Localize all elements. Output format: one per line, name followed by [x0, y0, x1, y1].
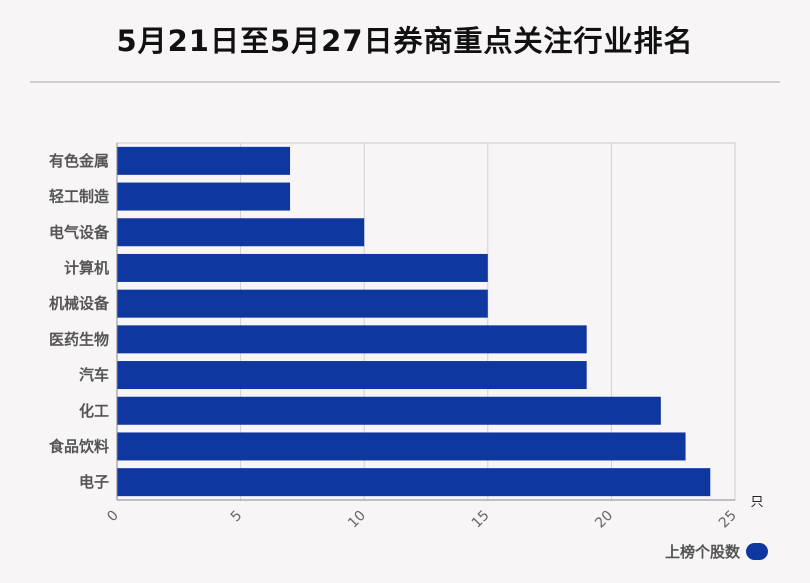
bar [117, 182, 291, 211]
title-divider [30, 81, 780, 83]
y-tick-label: 轻工制造 [49, 188, 109, 206]
chart-title: 5月21日至5月27日券商重点关注行业排名 [116, 24, 694, 58]
bar [117, 361, 587, 390]
bar [117, 146, 291, 175]
y-tick-label: 电气设备 [49, 223, 110, 241]
bar [117, 432, 686, 461]
y-tick-label: 计算机 [64, 259, 109, 277]
x-unit-label: 只 [750, 495, 763, 510]
y-tick-label: 食品饮料 [49, 437, 109, 455]
y-tick-label: 有色金属 [49, 152, 109, 170]
legend-swatch [746, 543, 768, 560]
y-tick-label: 机械设备 [49, 295, 110, 313]
bar [117, 218, 365, 247]
bar [117, 289, 488, 318]
legend-label: 上榜个股数 [664, 543, 740, 561]
bar [117, 253, 488, 282]
x-tick-label: 10 [345, 508, 369, 532]
bar [117, 468, 711, 497]
y-tick-label: 汽车 [79, 366, 109, 384]
bar [117, 396, 661, 425]
legend[interactable]: 上榜个股数 [665, 541, 768, 562]
x-tick-label: 5 [228, 508, 246, 526]
x-tick-label: 15 [469, 508, 493, 532]
x-tick-label: 25 [716, 508, 740, 532]
x-tick-label: 20 [592, 508, 616, 532]
y-tick-label: 医药生物 [49, 330, 109, 348]
y-tick-label: 电子 [79, 473, 109, 491]
x-tick-label: 0 [104, 508, 122, 526]
y-tick-label: 化工 [79, 402, 109, 420]
bar [117, 325, 587, 354]
